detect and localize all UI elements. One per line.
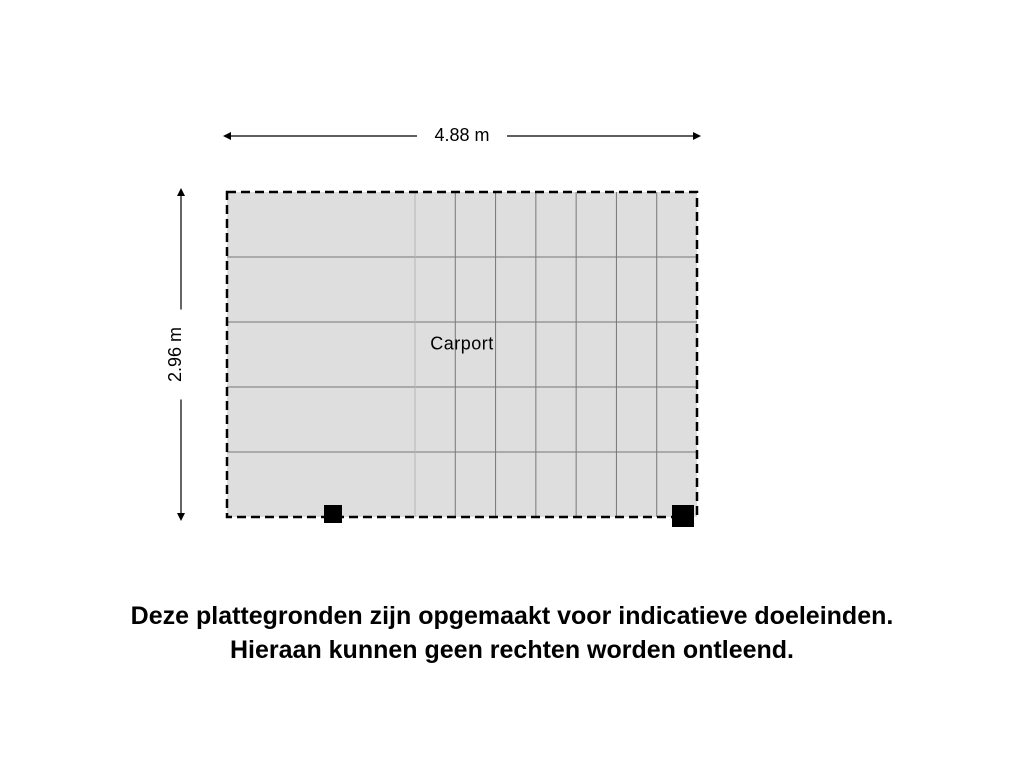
floorplan-svg: Carport 4.88 m 2.96 m xyxy=(0,0,1024,560)
disclaimer-line-1: Deze plattegronden zijn opgemaakt voor i… xyxy=(0,600,1024,634)
floorplan-canvas: Carport 4.88 m 2.96 m Deze plattegronden z… xyxy=(0,0,1024,768)
disclaimer-line-2: Hieraan kunnen geen rechten worden ontle… xyxy=(0,634,1024,668)
disclaimer-text: Deze plattegronden zijn opgemaakt voor i… xyxy=(0,600,1024,668)
dimension-width-label: 4.88 m xyxy=(434,125,489,145)
dimension-height-label: 2.96 m xyxy=(165,327,185,382)
room-label: Carport xyxy=(430,334,494,354)
